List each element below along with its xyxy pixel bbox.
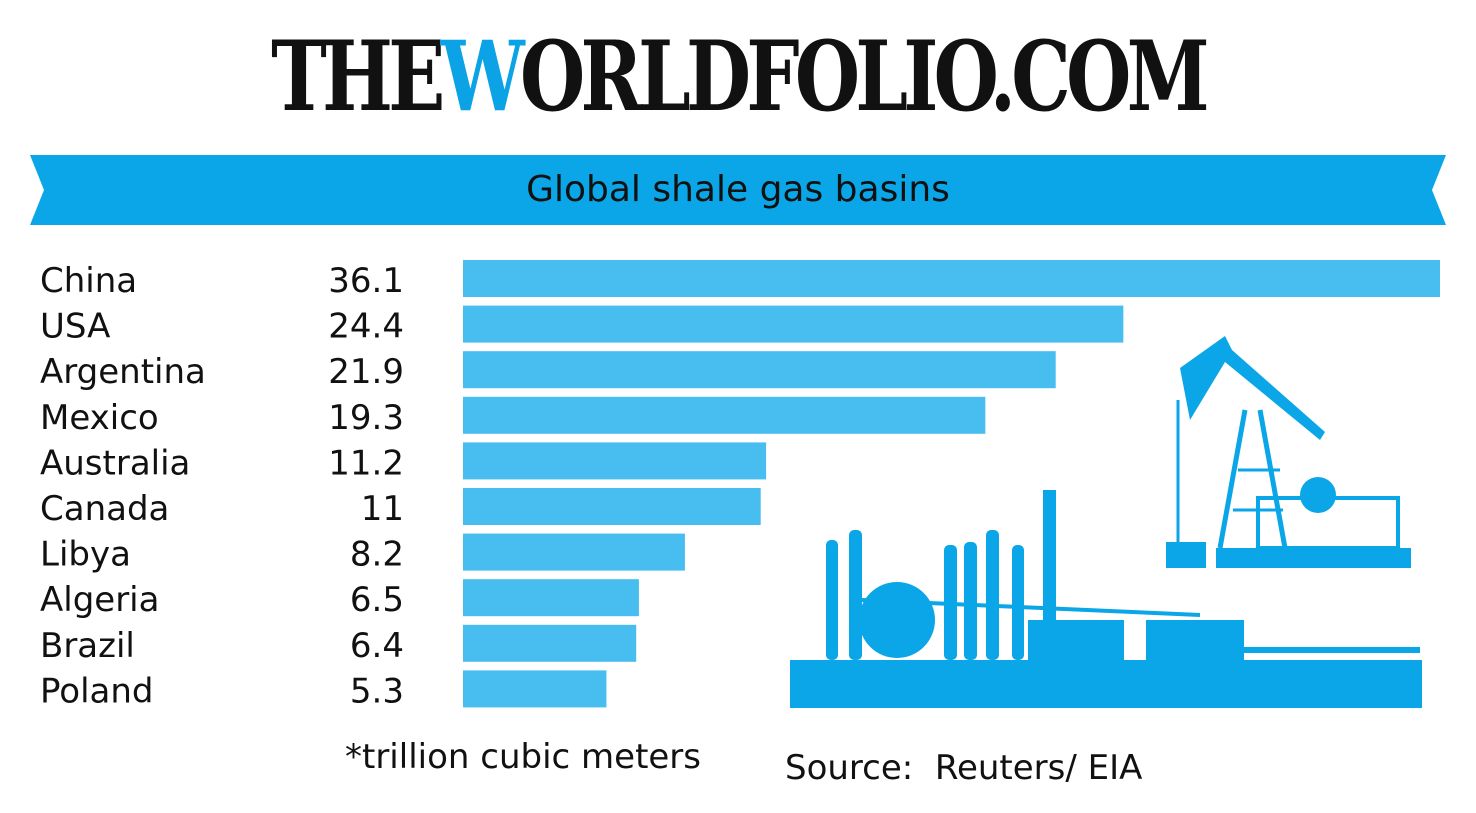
category-label-mexico: Mexico — [40, 398, 159, 438]
oil-refinery-and-pump-jack-icon — [790, 336, 1422, 708]
logo-text-part2: ORLDFOLIO.COM — [520, 20, 1210, 133]
category-label-poland: Poland — [40, 671, 154, 711]
chart-title: Global shale gas basins — [526, 169, 950, 210]
bar-argentina — [463, 351, 1056, 389]
bar-australia — [463, 442, 767, 480]
category-label-usa: USA — [40, 307, 110, 347]
value-label-canada: 11 — [361, 489, 404, 529]
bar-algeria — [463, 579, 639, 617]
logo-text-part1: THE — [271, 20, 445, 133]
category-label-argentina: Argentina — [40, 352, 206, 392]
value-label-mexico: 19.3 — [328, 398, 404, 438]
value-label-china: 36.1 — [328, 261, 404, 301]
source-note: Source: Reuters/ EIA — [785, 748, 1143, 788]
logo-text-accent: W — [440, 20, 525, 133]
value-label-algeria: 6.5 — [350, 580, 404, 620]
bar-china — [463, 260, 1440, 297]
bar-mexico — [463, 396, 986, 434]
bar-poland — [463, 670, 607, 708]
category-label-canada: Canada — [40, 489, 169, 529]
bar-libya — [463, 533, 685, 571]
value-label-libya: 8.2 — [350, 535, 404, 575]
bar-usa — [463, 305, 1124, 343]
category-label-australia: Australia — [40, 443, 190, 483]
bar-brazil — [463, 624, 637, 662]
value-label-australia: 11.2 — [328, 443, 404, 483]
value-label-poland: 5.3 — [350, 671, 404, 711]
value-label-argentina: 21.9 — [328, 352, 404, 392]
value-label-usa: 24.4 — [328, 307, 404, 347]
unit-note: *trillion cubic meters — [345, 737, 702, 777]
ribbon-shape — [30, 155, 1446, 225]
category-label-china: China — [40, 261, 137, 301]
category-label-algeria: Algeria — [40, 580, 159, 620]
category-label-brazil: Brazil — [40, 626, 135, 666]
labels-layer: China 36.1 USA 24.4 Argentina 21.9 Mexico 19.3 A… — [40, 261, 404, 711]
category-label-libya: Libya — [40, 535, 131, 575]
bars-layer — [463, 260, 1440, 708]
bar-canada — [463, 488, 761, 525]
value-label-brazil: 6.4 — [350, 626, 404, 666]
site-logo[interactable]: THEWORLDFOLIO.COM — [162, 22, 1313, 132]
